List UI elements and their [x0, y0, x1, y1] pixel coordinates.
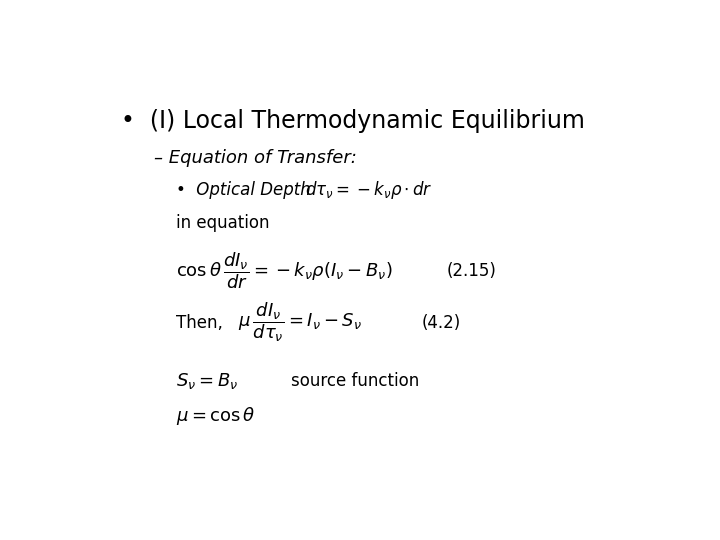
- Text: •  (I) Local Thermodynamic Equilibrium: • (I) Local Thermodynamic Equilibrium: [121, 109, 585, 133]
- Text: (2.15): (2.15): [447, 261, 497, 280]
- Text: $\mu = \cos\theta$: $\mu = \cos\theta$: [176, 405, 256, 427]
- Text: Then,: Then,: [176, 314, 223, 332]
- Text: $S_{\nu} = B_{\nu}$: $S_{\nu} = B_{\nu}$: [176, 371, 238, 391]
- Text: in equation: in equation: [176, 214, 270, 232]
- Text: source function: source function: [291, 372, 419, 390]
- Text: $d\tau_{\nu} = -k_{\nu}\rho\cdot dr$: $d\tau_{\nu} = -k_{\nu}\rho\cdot dr$: [305, 179, 433, 200]
- Text: $\cos\theta\,\dfrac{dI_{\nu}}{dr} = -k_{\nu}\rho(I_{\nu} - B_{\nu})$: $\cos\theta\,\dfrac{dI_{\nu}}{dr} = -k_{…: [176, 251, 393, 291]
- Text: (4.2): (4.2): [422, 314, 462, 332]
- Text: – Equation of Transfer:: – Equation of Transfer:: [154, 150, 357, 167]
- Text: $\mu\,\dfrac{dI_{\nu}}{d\tau_{\nu}} = I_{\nu} - S_{\nu}$: $\mu\,\dfrac{dI_{\nu}}{d\tau_{\nu}} = I_…: [238, 301, 361, 345]
- Text: •  Optical Depth: • Optical Depth: [176, 180, 311, 199]
